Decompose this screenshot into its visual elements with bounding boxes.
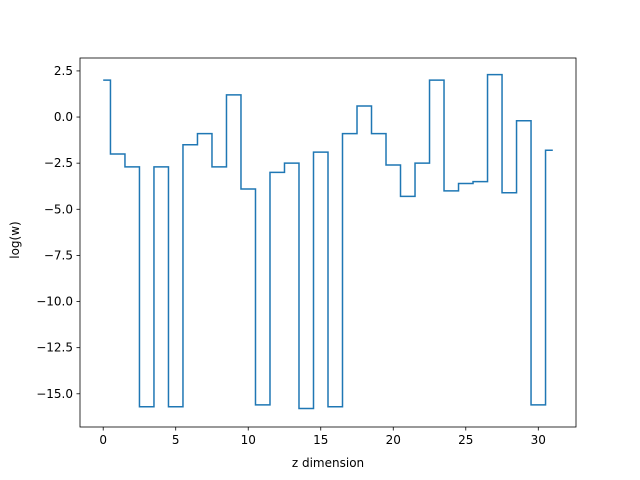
y-tick-label: −7.5 (44, 248, 73, 262)
x-tick-label: 30 (531, 433, 546, 447)
plot-area (79, 57, 577, 428)
x-tick-label: 0 (99, 433, 107, 447)
y-axis-ticks: 2.5 0.0 −2.5 −5.0 −7.5 −10.0 −12.5 −15.0 (36, 64, 80, 401)
y-tick-label: −12.5 (36, 341, 73, 355)
x-tick-label: 20 (386, 433, 401, 447)
x-axis-label: z dimension (292, 456, 364, 470)
y-tick-label: −2.5 (44, 156, 73, 170)
y-tick-label: 0.0 (54, 110, 73, 124)
series-line-0 (103, 73, 553, 410)
axes-frame (79, 57, 577, 428)
x-tick-label: 10 (241, 433, 256, 447)
y-tick-label: 2.5 (54, 64, 73, 78)
x-tick-label: 15 (313, 433, 328, 447)
y-tick-label: −15.0 (36, 387, 73, 401)
x-tick-label: 25 (458, 433, 473, 447)
x-tick-label: 5 (172, 433, 180, 447)
x-axis-ticks: 0 5 10 15 20 25 30 (99, 427, 546, 447)
y-axis-label: log(w) (8, 221, 22, 258)
y-tick-label: −10.0 (36, 295, 73, 309)
y-tick-label: −5.0 (44, 202, 73, 216)
